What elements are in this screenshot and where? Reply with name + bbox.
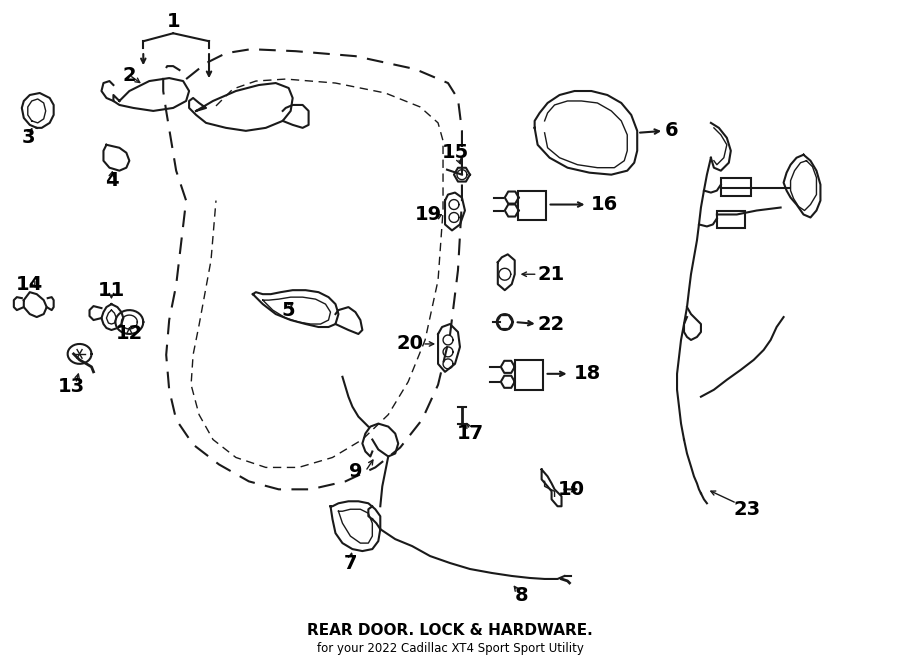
Text: 21: 21	[538, 265, 565, 284]
Text: 11: 11	[98, 281, 125, 300]
Text: 15: 15	[441, 143, 469, 162]
Text: 4: 4	[104, 171, 118, 190]
Text: 10: 10	[558, 480, 585, 499]
Text: 16: 16	[590, 195, 618, 214]
Text: REAR DOOR. LOCK & HARDWARE.: REAR DOOR. LOCK & HARDWARE.	[307, 623, 593, 638]
Text: 22: 22	[538, 314, 565, 334]
Text: 13: 13	[58, 377, 86, 397]
Text: 6: 6	[664, 121, 678, 140]
FancyBboxPatch shape	[721, 177, 751, 195]
Text: 8: 8	[515, 587, 528, 605]
Text: 17: 17	[456, 424, 483, 443]
Text: 23: 23	[734, 500, 760, 519]
Text: 3: 3	[22, 128, 35, 148]
Text: 20: 20	[397, 334, 424, 354]
Text: 7: 7	[344, 553, 357, 573]
Text: 2: 2	[122, 66, 136, 85]
FancyBboxPatch shape	[717, 211, 745, 228]
Text: 19: 19	[415, 205, 442, 224]
Text: 18: 18	[574, 364, 601, 383]
Text: 5: 5	[282, 301, 295, 320]
Text: 9: 9	[348, 462, 362, 481]
FancyBboxPatch shape	[515, 360, 543, 390]
Text: for your 2022 Cadillac XT4 Sport Sport Utility: for your 2022 Cadillac XT4 Sport Sport U…	[317, 642, 583, 655]
Text: 12: 12	[116, 324, 143, 344]
Text: 1: 1	[166, 12, 180, 31]
FancyBboxPatch shape	[518, 191, 545, 220]
Text: 14: 14	[16, 275, 43, 294]
